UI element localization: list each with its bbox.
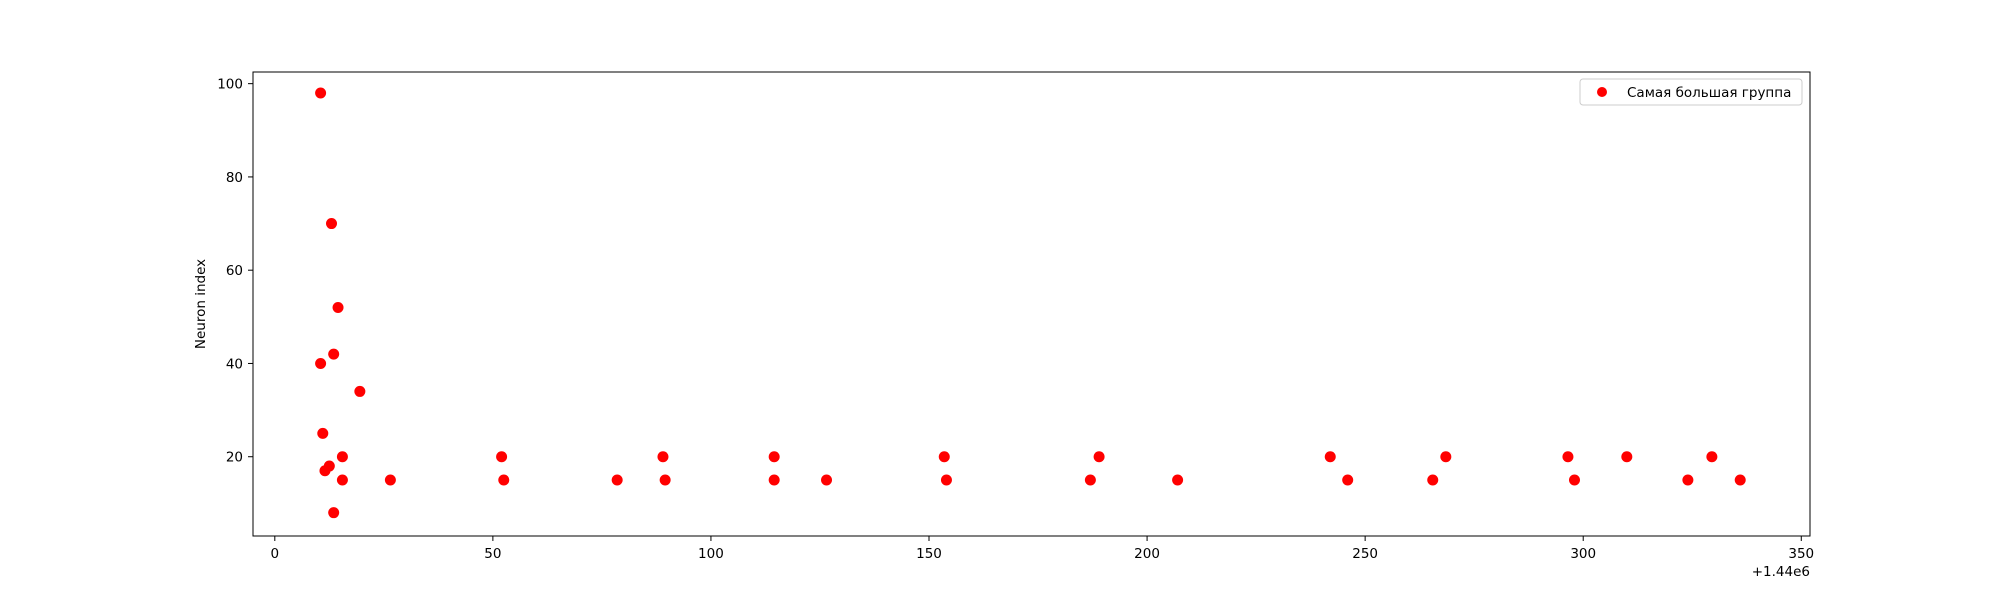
x-tick-label: 250: [1352, 546, 1378, 562]
data-point: [384, 474, 396, 486]
data-point: [1324, 451, 1336, 463]
data-point: [1682, 474, 1694, 486]
data-point: [1093, 451, 1105, 463]
x-tick-label: 200: [1134, 546, 1160, 562]
x-tick-label: 100: [698, 546, 724, 562]
data-point: [1440, 451, 1452, 463]
y-axis-label: Neuron index: [193, 259, 209, 349]
y-tick-label: 20: [226, 450, 243, 466]
x-tick-label: 0: [271, 546, 280, 562]
plot-frame: [252, 71, 1811, 537]
data-point: [319, 465, 331, 477]
data-point: [1342, 474, 1354, 486]
data-point: [1172, 474, 1184, 486]
data-point: [1084, 474, 1096, 486]
data-point: [938, 451, 950, 463]
data-point: [657, 451, 669, 463]
data-point: [1734, 474, 1746, 486]
data-point: [821, 474, 833, 486]
data-point: [1621, 451, 1633, 463]
data-point: [328, 348, 340, 360]
data-point: [326, 218, 338, 230]
data-point: [1427, 474, 1439, 486]
data-point: [498, 474, 510, 486]
data-point: [1706, 451, 1718, 463]
data-point: [1568, 474, 1580, 486]
y-axis: 20 40 60 80 100: [217, 77, 253, 466]
data-point: [328, 507, 340, 519]
x-tick-label: 350: [1788, 546, 1814, 562]
x-tick-label: 50: [484, 546, 501, 562]
data-point: [317, 427, 329, 439]
points-layer: [315, 87, 1746, 519]
x-tick-label: 300: [1570, 546, 1596, 562]
data-point: [336, 451, 348, 463]
y-tick-label: 40: [226, 356, 243, 372]
x-tick-label: 150: [916, 546, 942, 562]
y-tick-label: 60: [226, 263, 243, 279]
x-axis-offset-label: +1.44e6: [1752, 564, 1810, 580]
plot-area: [253, 72, 1810, 536]
y-tick-label: 100: [217, 77, 243, 93]
data-point: [768, 474, 780, 486]
data-point: [768, 451, 780, 463]
legend-label: Самая большая группа: [1627, 85, 1791, 101]
legend-box: [1579, 78, 1803, 106]
data-point: [315, 357, 327, 369]
data-point: [611, 474, 623, 486]
data-point: [332, 301, 344, 313]
data-point: [659, 474, 671, 486]
data-point: [336, 474, 348, 486]
legend-marker: [1597, 87, 1607, 97]
data-point: [354, 385, 366, 397]
x-axis: 0 50 100 150 200 250 300 350: [271, 536, 1814, 562]
data-point: [1562, 451, 1574, 463]
y-tick-label: 80: [226, 170, 243, 186]
legend: Самая большая группа: [1579, 78, 1803, 106]
data-point: [940, 474, 952, 486]
data-point: [496, 451, 508, 463]
data-point: [315, 87, 327, 99]
